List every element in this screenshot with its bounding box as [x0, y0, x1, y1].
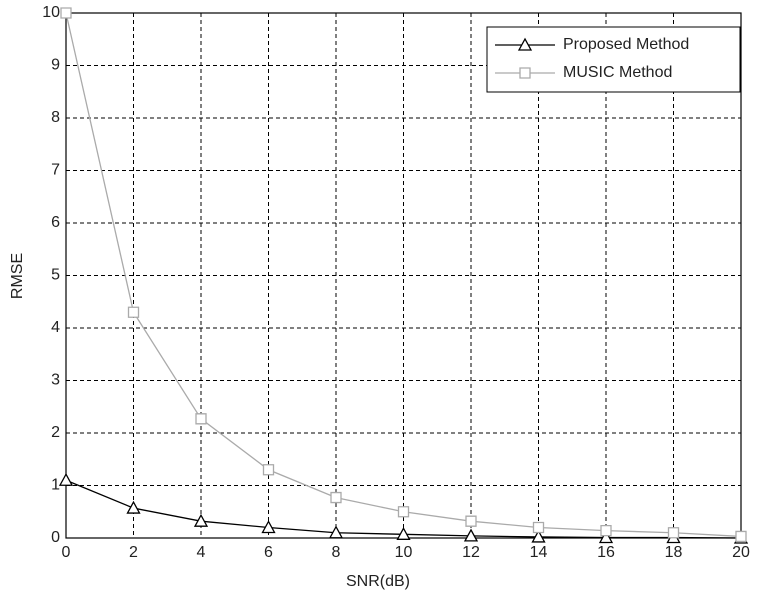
y-tick-label: 8 [51, 109, 60, 126]
x-tick-label: 20 [732, 544, 750, 561]
marker [736, 531, 746, 541]
x-tick-label: 0 [62, 544, 71, 561]
marker [669, 528, 679, 538]
x-tick-label: 2 [129, 544, 138, 561]
legend-label: Proposed Method [563, 36, 689, 53]
marker [399, 507, 409, 517]
legend-marker [520, 68, 530, 78]
y-tick-label: 3 [51, 372, 60, 389]
marker [331, 493, 341, 503]
marker [534, 523, 544, 533]
marker [61, 8, 71, 18]
y-axis-label: RMSE [9, 253, 26, 299]
marker [264, 465, 274, 475]
chart: SNR(dB) RMSE 024681012141618200123456789… [0, 0, 758, 600]
marker [601, 526, 611, 536]
x-tick-label: 8 [332, 544, 341, 561]
y-tick-label: 0 [51, 529, 60, 546]
x-tick-label: 18 [665, 544, 683, 561]
y-tick-label: 5 [51, 267, 60, 284]
y-tick-label: 4 [51, 319, 60, 336]
y-tick-label: 9 [51, 57, 60, 74]
marker [196, 414, 206, 424]
x-tick-label: 12 [462, 544, 480, 561]
x-tick-label: 4 [197, 544, 206, 561]
x-tick-label: 14 [530, 544, 548, 561]
legend-label: MUSIC Method [563, 64, 672, 81]
x-axis-label: SNR(dB) [346, 573, 410, 590]
x-tick-label: 16 [597, 544, 615, 561]
y-tick-label: 6 [51, 214, 60, 231]
marker [129, 307, 139, 317]
marker [466, 516, 476, 526]
y-tick-label: 1 [51, 477, 60, 494]
x-tick-label: 6 [264, 544, 273, 561]
y-tick-label: 10 [42, 4, 60, 21]
x-tick-label: 10 [395, 544, 413, 561]
y-tick-label: 7 [51, 162, 60, 179]
y-tick-label: 2 [51, 424, 60, 441]
